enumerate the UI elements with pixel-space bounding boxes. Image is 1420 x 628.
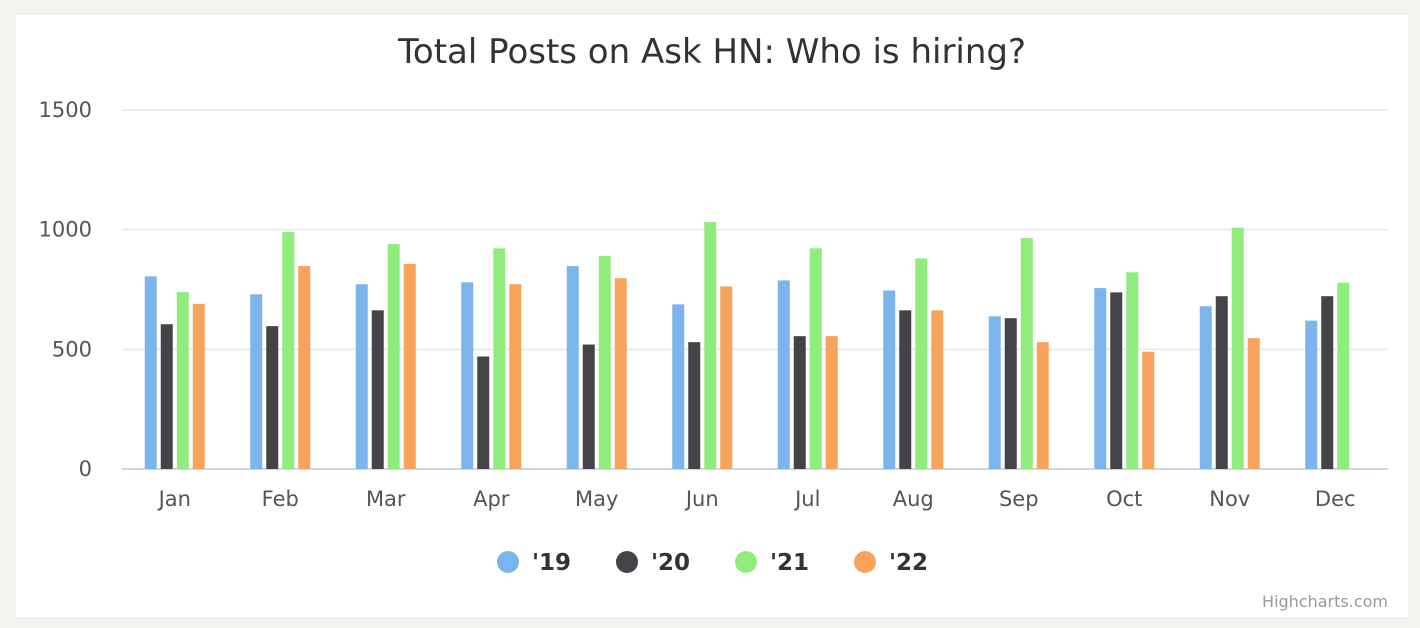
- bars-layer: [144, 222, 1350, 469]
- bar-jul-0[interactable]: [777, 280, 790, 469]
- bar-oct-3[interactable]: [1142, 351, 1155, 469]
- bar-aug-2[interactable]: [915, 258, 928, 469]
- bar-apr-3[interactable]: [509, 284, 522, 469]
- x-tick-label: Jan: [157, 487, 191, 511]
- y-tick-label: 500: [52, 337, 92, 361]
- bar-sep-0[interactable]: [988, 316, 1001, 469]
- bar-may-0[interactable]: [566, 266, 579, 469]
- bar-jan-2[interactable]: [176, 291, 189, 469]
- bar-dec-2[interactable]: [1337, 282, 1350, 469]
- bar-jun-3[interactable]: [720, 286, 733, 469]
- legend-item-0[interactable]: '19: [497, 550, 571, 576]
- legend-item-3[interactable]: '22: [854, 550, 928, 576]
- x-tick-label: Jul: [793, 487, 820, 511]
- legend-marker: [497, 551, 519, 573]
- bar-mar-0[interactable]: [355, 284, 368, 469]
- bar-feb-2[interactable]: [282, 232, 295, 469]
- legend-item-1[interactable]: '20: [616, 550, 690, 576]
- bar-oct-1[interactable]: [1110, 292, 1123, 469]
- bar-oct-2[interactable]: [1126, 272, 1139, 469]
- x-axis-labels: Jan Feb Mar Apr May Jun Jul Aug Sep Oct Nov Dec: [157, 487, 1356, 511]
- bar-nov-3[interactable]: [1247, 338, 1260, 469]
- bar-aug-0[interactable]: [883, 290, 896, 469]
- chart-panel: Total Posts on Ask HN: Who is hiring? 0 5…: [16, 15, 1408, 617]
- bar-jun-2[interactable]: [704, 222, 717, 469]
- bar-sep-3[interactable]: [1036, 342, 1049, 469]
- y-tick-label: 1000: [39, 218, 92, 242]
- x-tick-label: Apr: [473, 487, 510, 511]
- bar-jan-3[interactable]: [192, 303, 205, 469]
- bar-mar-1[interactable]: [371, 310, 384, 469]
- x-tick-label: Dec: [1315, 487, 1356, 511]
- bar-dec-0[interactable]: [1305, 320, 1318, 469]
- legend: '19 '20 '21 '22: [497, 550, 928, 576]
- x-tick-label: Oct: [1106, 487, 1142, 511]
- legend-label: '20: [651, 550, 690, 576]
- bar-feb-1[interactable]: [266, 326, 279, 469]
- credits-link[interactable]: Highcharts.com: [1262, 592, 1388, 611]
- bar-feb-0[interactable]: [250, 294, 263, 469]
- bar-jan-1[interactable]: [160, 324, 173, 469]
- bar-jun-0[interactable]: [672, 304, 685, 469]
- bar-jul-3[interactable]: [825, 336, 838, 469]
- bar-feb-3[interactable]: [298, 266, 311, 469]
- x-tick-label: Feb: [262, 487, 299, 511]
- bar-mar-2[interactable]: [387, 244, 400, 469]
- grid-layer: [122, 109, 1388, 470]
- legend-label: '21: [770, 550, 809, 576]
- bar-jul-1[interactable]: [793, 336, 806, 469]
- x-tick-label: Nov: [1209, 487, 1250, 511]
- y-tick-label: 1500: [39, 98, 92, 122]
- bar-may-1[interactable]: [582, 344, 595, 469]
- legend-label: '19: [532, 550, 571, 576]
- y-tick-label: 0: [79, 457, 92, 481]
- bar-apr-1[interactable]: [477, 356, 490, 469]
- bar-jun-1[interactable]: [688, 342, 701, 469]
- chart-svg: Total Posts on Ask HN: Who is hiring? 0 5…: [39, 32, 1388, 611]
- legend-item-2[interactable]: '21: [735, 550, 809, 576]
- bar-may-2[interactable]: [598, 255, 611, 469]
- chart-title: Total Posts on Ask HN: Who is hiring?: [397, 32, 1026, 72]
- x-tick-label: Jun: [684, 487, 719, 511]
- bar-sep-2[interactable]: [1020, 238, 1033, 469]
- bar-jan-0[interactable]: [144, 276, 157, 469]
- bar-sep-1[interactable]: [1004, 318, 1017, 469]
- y-axis-labels: 0 500 1000 1500: [39, 98, 92, 481]
- bar-may-3[interactable]: [614, 278, 627, 469]
- bar-jul-2[interactable]: [809, 248, 822, 469]
- x-tick-label: Mar: [366, 487, 406, 511]
- bar-oct-0[interactable]: [1094, 288, 1107, 469]
- bar-apr-0[interactable]: [461, 282, 474, 469]
- legend-marker: [854, 551, 876, 573]
- legend-marker: [735, 551, 757, 573]
- bar-aug-3[interactable]: [931, 310, 944, 469]
- x-tick-label: Sep: [999, 487, 1039, 511]
- bar-mar-3[interactable]: [403, 263, 416, 469]
- bar-apr-2[interactable]: [493, 248, 506, 469]
- legend-label: '22: [889, 550, 928, 576]
- bar-dec-1[interactable]: [1321, 296, 1334, 469]
- x-tick-label: Aug: [893, 487, 934, 511]
- bar-nov-0[interactable]: [1199, 306, 1212, 469]
- bar-nov-1[interactable]: [1215, 296, 1228, 469]
- bar-aug-1[interactable]: [899, 310, 912, 469]
- legend-marker: [616, 551, 638, 573]
- bar-nov-2[interactable]: [1231, 227, 1244, 469]
- x-tick-label: May: [575, 487, 618, 511]
